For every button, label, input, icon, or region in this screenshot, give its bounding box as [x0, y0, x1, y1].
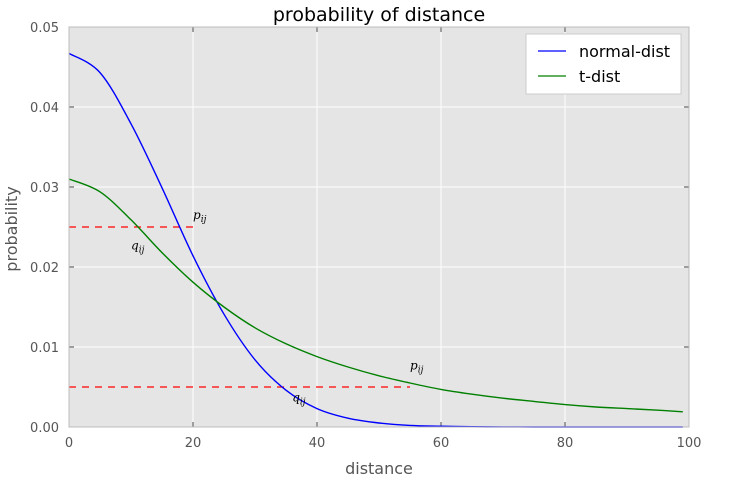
y-tick-label: 0.05 [30, 21, 59, 36]
y-tick-labels: 0.00 0.01 0.02 0.03 0.04 0.05 [30, 21, 59, 436]
y-tick-label: 0.00 [30, 421, 59, 436]
plot-frame [68, 26, 690, 428]
x-tick-label: 40 [309, 436, 326, 451]
y-tick-label: 0.02 [30, 261, 59, 276]
x-tick-label: 60 [433, 436, 450, 451]
reference-lines [69, 226, 410, 388]
x-axis-label: distance [345, 459, 413, 478]
legend-label-t-dist: t-dist [579, 67, 620, 86]
y-tick-label: 0.01 [30, 341, 59, 356]
x-tick-label: 80 [557, 436, 574, 451]
x-tick-label: 0 [65, 436, 73, 451]
y-tick-label: 0.04 [30, 101, 59, 116]
x-tick-label: 100 [677, 436, 702, 451]
x-tick-labels: 0 20 40 60 80 100 [65, 436, 702, 451]
legend-label-normal-dist: normal-dist [579, 42, 670, 61]
y-tick-label: 0.03 [30, 181, 59, 196]
legend: normal-dist t-dist [525, 33, 682, 95]
legend-box [525, 33, 682, 95]
chart-title: probability of distance [273, 4, 485, 26]
x-tick-label: 20 [185, 436, 202, 451]
y-axis-label: probability [2, 186, 21, 271]
series-line-t-dist [68, 178, 683, 413]
